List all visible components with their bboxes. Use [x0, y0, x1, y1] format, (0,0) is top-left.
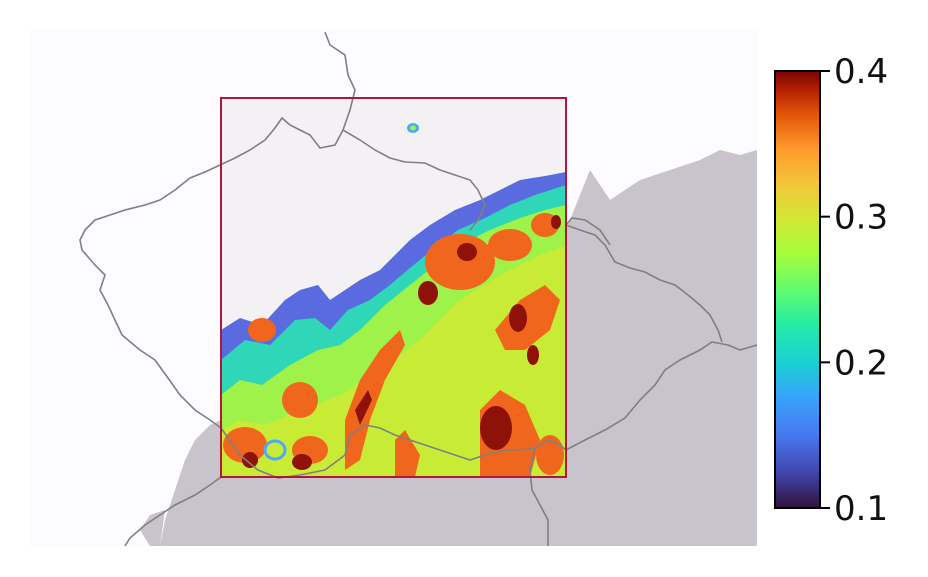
- colorbar-tick-label: 0.3: [834, 198, 888, 238]
- field-cell-ring: [263, 439, 287, 461]
- border-path-southwest: [124, 476, 222, 547]
- border-path-east: [565, 341, 758, 451]
- border-path-slovakia-north: [565, 224, 723, 343]
- border-path-northeast: [342, 129, 486, 231]
- colorbar: 0.1 0.2 0.3 0.4: [774, 52, 888, 529]
- colorbar-tick-label: 0.2: [834, 343, 888, 383]
- colorbar-gradient: [774, 70, 821, 509]
- radar-field: [221, 123, 566, 477]
- border-path-slovakia-west: [565, 217, 611, 246]
- border-path-north: [79, 31, 356, 429]
- colorbar-tick-label: 0.4: [834, 52, 888, 92]
- country-borders: [79, 31, 758, 547]
- colorbar-tick-label: 0.1: [834, 489, 888, 529]
- colorbar-ticks: 0.1 0.2 0.3 0.4: [820, 52, 888, 529]
- radar-coverage-area: [140, 150, 757, 546]
- domain-outline: [220, 97, 567, 478]
- field-cells-darkred: [242, 215, 561, 470]
- border-path-south-austria: [529, 447, 549, 546]
